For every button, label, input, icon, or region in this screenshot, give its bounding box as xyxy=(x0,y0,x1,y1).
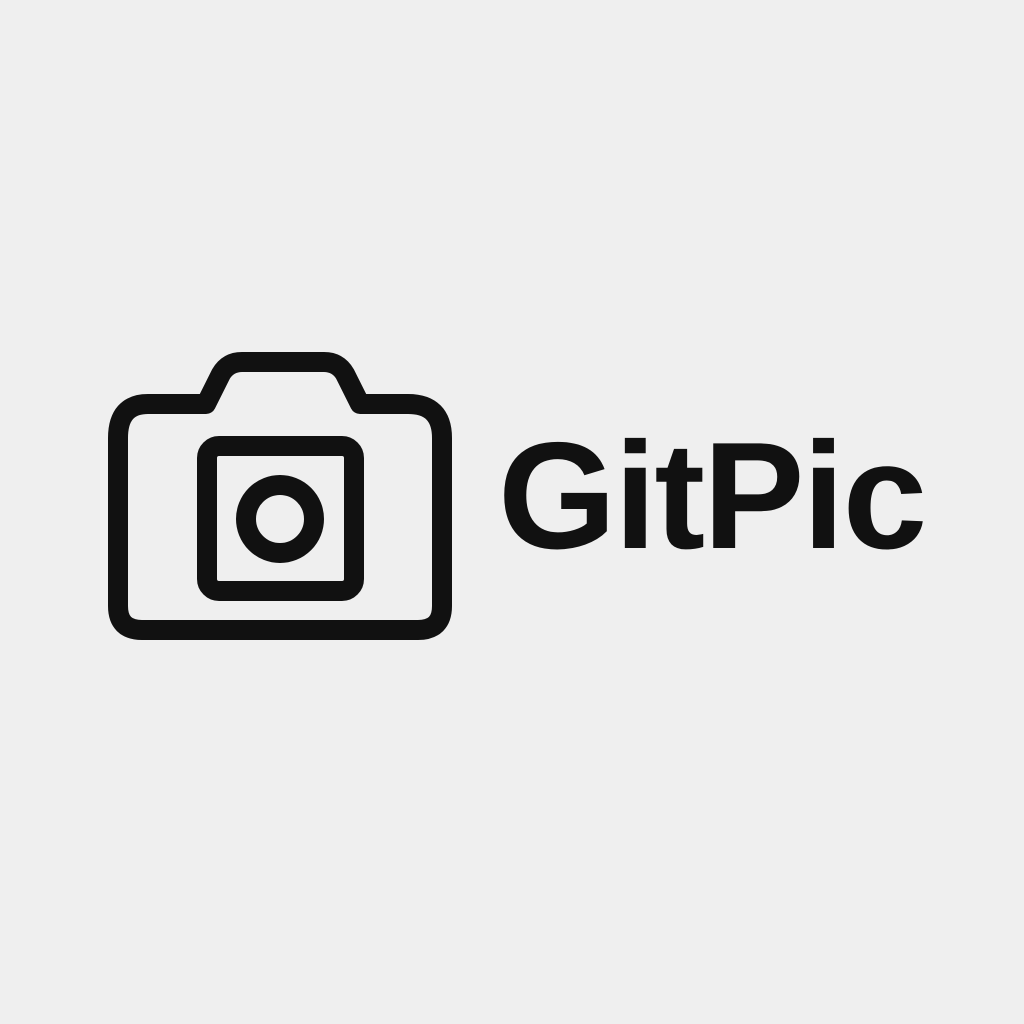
camera-icon xyxy=(108,352,452,640)
brand-wordmark: GitPic xyxy=(498,411,927,581)
lens-circle xyxy=(236,475,324,563)
lens-frame xyxy=(197,436,364,601)
camera-body-outline xyxy=(108,352,452,640)
